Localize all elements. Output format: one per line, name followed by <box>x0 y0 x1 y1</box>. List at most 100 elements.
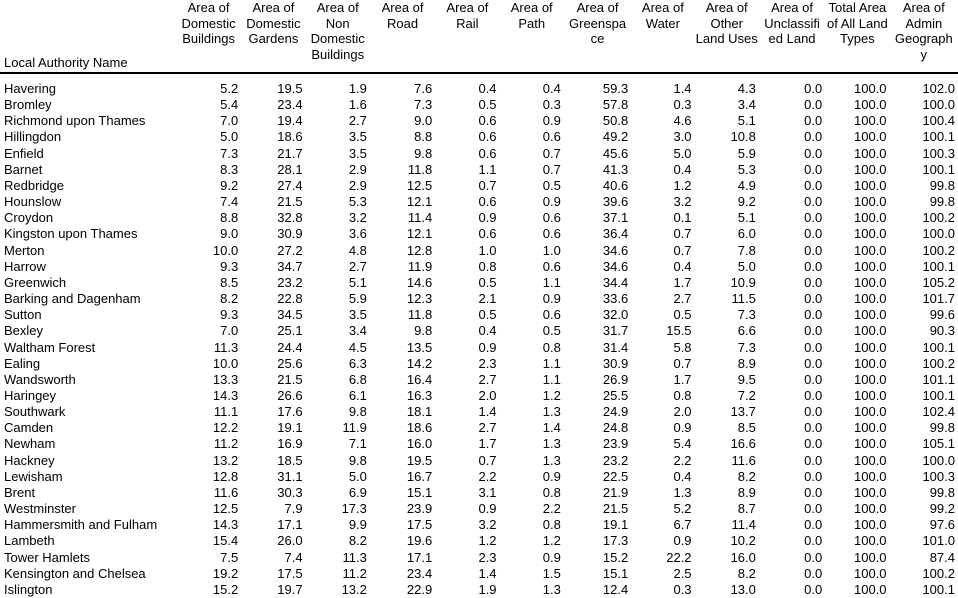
value-cell: 0.9 <box>478 339 497 355</box>
table-row: Islington 15.2 19.7 13.2 22.9 1.9 1.3 12.4 0.3 13… <box>0 582 958 598</box>
value-cell: 0.8 <box>673 387 692 403</box>
value-cell: 5.2 <box>673 501 692 517</box>
value-cell: 31.7 <box>602 323 629 339</box>
value-cell: 1.4 <box>478 404 497 420</box>
authority-name-cell: Waltham Forest <box>4 339 96 355</box>
value-cell: 1.4 <box>542 420 561 436</box>
authority-name-cell: Camden <box>4 420 54 436</box>
value-cell: 49.2 <box>602 129 629 145</box>
value-cell: 23.4 <box>406 565 433 581</box>
value-cell: 9.0 <box>414 113 433 129</box>
table-row: Kensington and Chelsea 19.2 17.5 11.2 23.4 1.… <box>0 566 958 582</box>
column-header: Area of Road <box>369 0 436 74</box>
column-header: Area of Unclassifi ed Land <box>758 0 826 74</box>
value-cell: 0.7 <box>673 355 692 371</box>
value-cell: 0.9 <box>478 210 497 226</box>
value-cell: 0.0 <box>804 323 823 339</box>
value-cell: 12.1 <box>406 194 433 210</box>
value-cell: 0.3 <box>673 581 692 597</box>
value-cell: 6.1 <box>348 387 367 403</box>
value-cell: 0.0 <box>804 81 823 96</box>
value-cell: 11.6 <box>213 484 239 500</box>
value-cell: 40.6 <box>602 177 629 193</box>
value-cell: 0.6 <box>542 129 561 145</box>
value-cell: 7.9 <box>284 501 303 517</box>
value-cell: 18.6 <box>277 129 303 145</box>
value-cell: 100.3 <box>922 468 955 484</box>
value-cell: 1.1 <box>542 274 561 290</box>
value-cell: 31.1 <box>277 468 303 484</box>
value-cell: 0.5 <box>542 177 561 193</box>
value-cell: 0.5 <box>478 307 497 323</box>
value-cell: 100.0 <box>854 565 887 581</box>
table-row: Sutton 9.3 34.5 3.5 11.8 0.5 0.6 32.0 0.5 7.3 0.0 1… <box>0 307 958 323</box>
value-cell: 0.9 <box>542 194 561 210</box>
value-cell: 0.9 <box>673 420 692 436</box>
value-cell: 21.5 <box>277 371 303 387</box>
table-row: Hounslow 7.4 21.5 5.3 12.1 0.6 0.9 39.6 3.2 9.2 0.… <box>0 194 958 210</box>
value-cell: 12.1 <box>406 226 433 242</box>
value-cell: 100.0 <box>854 387 887 403</box>
value-cell: 21.5 <box>277 194 303 210</box>
value-cell: 0.0 <box>804 387 823 403</box>
value-cell: 0.0 <box>804 194 823 210</box>
value-cell: 2.7 <box>478 420 497 436</box>
value-cell: 0.6 <box>478 145 497 161</box>
authority-name-cell: Bromley <box>4 97 52 113</box>
value-cell: 0.7 <box>478 452 497 468</box>
value-cell: 6.7 <box>673 517 692 533</box>
value-cell: 32.8 <box>277 210 303 226</box>
value-cell: 0.0 <box>804 274 823 290</box>
value-cell: 12.8 <box>212 468 239 484</box>
authority-name-cell: Lambeth <box>4 533 55 549</box>
value-cell: 2.3 <box>478 549 497 565</box>
value-cell: 34.5 <box>277 307 303 323</box>
value-cell: 0.1 <box>673 210 692 226</box>
column-header: Area of Other Land Uses <box>694 0 759 74</box>
authority-name-cell: Westminster <box>4 501 76 517</box>
value-cell: 15.1 <box>406 484 433 500</box>
value-cell: 9.8 <box>414 145 433 161</box>
authority-name-cell: Ealing <box>4 355 41 371</box>
column-header: Area of Domestic Buildings <box>175 0 242 74</box>
value-cell: 11.3 <box>213 339 239 355</box>
value-cell: 13.0 <box>730 581 756 597</box>
value-cell: 100.0 <box>854 307 887 323</box>
value-cell: 100.0 <box>854 404 887 420</box>
value-cell: 0.0 <box>804 339 823 355</box>
value-cell: 4.5 <box>348 339 367 355</box>
value-cell: 99.6 <box>929 307 955 323</box>
value-cell: 4.9 <box>737 177 756 193</box>
value-cell: 6.0 <box>737 226 756 242</box>
value-cell: 101.0 <box>922 533 955 549</box>
value-cell: 100.4 <box>922 113 955 129</box>
value-cell: 8.8 <box>414 129 433 145</box>
value-cell: 0.7 <box>542 161 561 177</box>
value-cell: 8.2 <box>220 291 239 307</box>
value-cell: 100.0 <box>854 355 887 371</box>
value-cell: 1.4 <box>478 565 497 581</box>
value-cell: 7.2 <box>737 387 756 403</box>
table-row: Barking and Dagenham 8.2 22.8 5.9 12.3 2.1 0.9… <box>0 291 958 307</box>
value-cell: 5.0 <box>737 258 756 274</box>
value-cell: 14.3 <box>212 387 239 403</box>
table-row: Hillingdon 5.0 18.6 3.5 8.8 0.6 0.6 49.2 3.0 10.8… <box>0 129 958 145</box>
value-cell: 0.6 <box>478 113 497 129</box>
value-cell: 1.0 <box>542 242 561 258</box>
value-cell: 100.0 <box>854 274 887 290</box>
column-header: Area of Water <box>631 0 695 74</box>
header-row: Local Authority Name Area of Domestic Bui… <box>0 0 958 74</box>
value-cell: 13.3 <box>212 371 239 387</box>
value-cell: 12.3 <box>406 291 433 307</box>
value-cell: 9.3 <box>220 258 239 274</box>
value-cell: 34.7 <box>277 258 303 274</box>
table-row: Richmond upon Thames 7.0 19.4 2.7 9.0 0.6 0.9 5… <box>0 113 958 129</box>
value-cell: 2.9 <box>348 161 367 177</box>
value-cell: 0.0 <box>804 355 823 371</box>
value-cell: 5.3 <box>737 161 756 177</box>
table-row: Haringey 14.3 26.6 6.1 16.3 2.0 1.2 25.5 0.8 7.2 0… <box>0 388 958 404</box>
value-cell: 1.2 <box>478 533 497 549</box>
value-cell: 0.0 <box>804 242 823 258</box>
value-cell: 8.2 <box>348 533 367 549</box>
value-cell: 16.9 <box>277 436 303 452</box>
